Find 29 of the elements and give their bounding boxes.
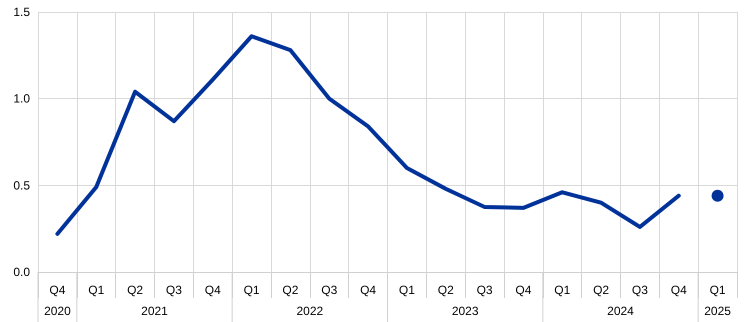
text: 2023 [452, 304, 479, 318]
x-tick-label: Q1 [244, 283, 260, 297]
text: 2021 [141, 304, 168, 318]
x-tick-label: Q2 [438, 283, 454, 297]
text: 2022 [296, 304, 324, 318]
x-tick-label: Q3 [476, 283, 493, 297]
x-tick-label: Q3 [321, 283, 338, 297]
x-tick-label: Q4 [204, 283, 222, 297]
y-tick-label: 0.5 [13, 178, 30, 192]
x-tick-label: Q1 [398, 283, 416, 297]
text: 2024 [607, 304, 634, 318]
x-tick-label: Q4 [670, 283, 688, 297]
x-tick-label: Q2 [282, 283, 299, 297]
line-series [55, 34, 681, 236]
text: 2025 [704, 304, 732, 318]
x-tick-label: Q2 [593, 283, 610, 297]
x-tick-label: Q2 [127, 283, 144, 297]
x-tick-label: Q3 [166, 283, 182, 297]
y-tick-label: 1.5 [13, 5, 30, 19]
y-tick-label: 1.0 [13, 92, 30, 106]
y-tick-label: 0.0 [13, 265, 30, 279]
x-tick-label: Q3 [632, 283, 648, 297]
x-tick-label: Q4 [49, 283, 66, 297]
x-tick-label: Q4 [360, 283, 376, 297]
text: 2020 [44, 304, 72, 318]
x-tick-label: Q1 [554, 283, 571, 297]
x-tick-label: Q1 [710, 283, 726, 297]
x-tick-label: Q1 [88, 283, 105, 297]
x-tick-label: Q4 [515, 283, 532, 297]
